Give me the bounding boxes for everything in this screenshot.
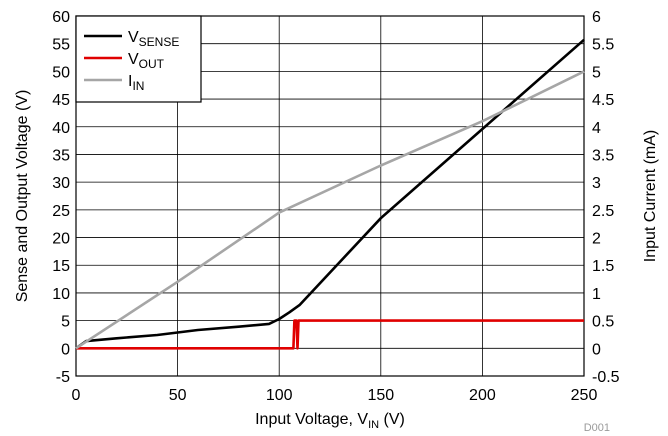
y-left-tick-label: 50 (52, 64, 70, 81)
x-tick-label: 150 (367, 387, 394, 404)
x-tick-label: 0 (72, 387, 81, 404)
y-right-axis-label: Input Current (mA) (642, 130, 659, 262)
y-left-tick-label: 35 (52, 147, 70, 164)
y-left-tick-label: 30 (52, 175, 70, 192)
legend-entry-sense: VSENSE (84, 29, 179, 49)
y-left-tick-label: 60 (52, 9, 70, 26)
y-left-tick-label: 55 (52, 37, 70, 54)
x-tick-label: 50 (169, 387, 187, 404)
y-right-tick-label: 5.5 (592, 37, 614, 54)
y-right-tick-label: 0.5 (592, 314, 614, 331)
y-right-tick-label: 5 (592, 64, 601, 81)
legend-label: VSENSE (128, 29, 179, 49)
y-left-tick-label: -5 (56, 369, 70, 386)
y-right-tick-label: 4.5 (592, 92, 614, 109)
legend-label: VOUT (128, 51, 165, 71)
legend-entry-out: VOUT (84, 51, 165, 71)
x-axis-label-sub: IN (368, 419, 379, 431)
legend-entry-in: IIN (84, 73, 144, 93)
legend-label: IIN (128, 73, 144, 93)
y-right-tick-label: 3 (592, 175, 601, 192)
y-left-tick-labels: -5 0 5 10 15 20 25 30 35 40 45 50 55 60 (52, 9, 70, 386)
plot-frame (75, 15, 585, 377)
y-right-tick-label: 6 (592, 9, 601, 26)
series-line-in (75, 70, 585, 350)
series-line-sense (75, 38, 585, 350)
x-tick-label: 100 (266, 387, 293, 404)
figure-code: D001 (584, 422, 610, 434)
y-left-tick-label: 40 (52, 120, 70, 137)
y-right-tick-label: -0.5 (592, 369, 620, 386)
y-right-tick-label: 2 (592, 231, 601, 248)
x-tick-label: 200 (469, 387, 496, 404)
x-tick-labels: 0 50 100 150 200 250 (72, 387, 598, 404)
y-right-tick-label: 1 (592, 286, 601, 303)
y-left-tick-label: 0 (61, 341, 70, 358)
y-left-axis-label: Sense and Output Voltage (V) (14, 90, 31, 303)
y-right-tick-label: 4 (592, 120, 601, 137)
y-left-tick-label: 10 (52, 286, 70, 303)
y-left-tick-label: 45 (52, 92, 70, 109)
y-right-tick-label: 0 (592, 341, 601, 358)
y-right-tick-label: 2.5 (592, 203, 614, 220)
y-left-tick-label: 5 (61, 314, 70, 331)
y-right-tick-label: 1.5 (592, 258, 614, 275)
y-left-tick-label: 20 (52, 231, 70, 248)
x-axis-label-main: Input Voltage, V (255, 411, 368, 428)
y-right-tick-label: 3.5 (592, 147, 614, 164)
y-right-tick-labels: -0.5 0 0.5 1 1.5 2 2.5 3 3.5 4 4.5 5 5.5 6 (592, 9, 620, 386)
series-layer (75, 38, 585, 350)
x-tick-label: 250 (571, 387, 598, 404)
y-left-tick-label: 25 (52, 203, 70, 220)
x-axis-label: Input Voltage, VIN (V) (255, 411, 405, 431)
x-axis-label-unit: (V) (379, 411, 405, 428)
y-left-tick-label: 15 (52, 258, 70, 275)
series-line-out (76, 319, 584, 350)
